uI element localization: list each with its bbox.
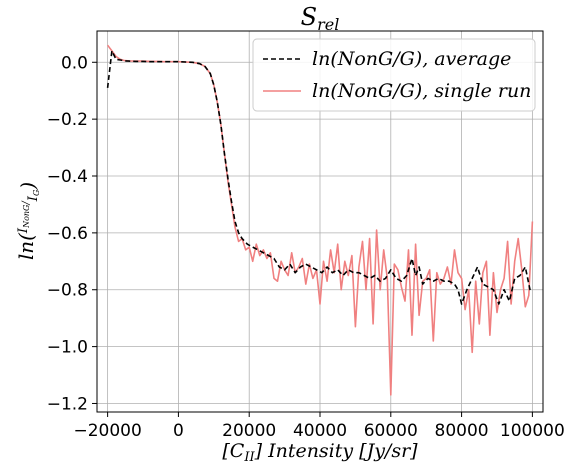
series-line-single-run — [106, 44, 534, 396]
y-tick-label: −0.6 — [47, 224, 88, 244]
y-axis-label-open: ln( — [14, 232, 38, 260]
y-axis-label-den: I — [26, 195, 41, 202]
legend: ln(NonG/G), average ln(NonG/G), single r… — [252, 38, 536, 112]
y-axis-label-num-sub: NonG — [22, 204, 31, 229]
x-tick-label: 0 — [173, 421, 184, 441]
x-ticks: −20000 0 20000 40000 60000 80000 100000 — [73, 412, 564, 441]
x-tick-label: 100000 — [500, 421, 564, 441]
y-axis-label-slash: / — [21, 200, 32, 206]
y-ticks: 0.0 −0.2 −0.4 −0.6 −0.8 −1.0 −1.2 — [47, 53, 97, 414]
y-tick-label: −0.2 — [47, 110, 88, 130]
x-tick-label: 80000 — [435, 421, 489, 441]
y-axis-label: ln(INonG/IG) — [14, 182, 41, 260]
y-tick-label: −1.0 — [47, 338, 88, 358]
x-axis-label-part-1: [C — [222, 440, 244, 462]
legend-box — [252, 38, 536, 112]
x-tick-label: −20000 — [73, 421, 141, 441]
x-axis-label-sub: II — [243, 450, 255, 465]
chart-title-base: S — [301, 3, 317, 31]
series-line-average — [106, 50, 532, 305]
x-tick-label: 40000 — [293, 421, 347, 441]
x-axis-label-part-2: ] Intensity [Jy/sr] — [254, 440, 419, 462]
y-axis-label-num: I — [16, 227, 31, 234]
chart-title: Srel — [301, 3, 340, 34]
y-tick-label: 0.0 — [61, 53, 88, 73]
x-tick-label: 60000 — [364, 421, 418, 441]
y-tick-label: −0.8 — [47, 281, 88, 301]
legend-label-single-run: ln(NonG/G), single run — [312, 80, 531, 102]
x-tick-label: 20000 — [222, 421, 276, 441]
y-axis-label-close: ) — [16, 182, 40, 191]
x-axis-label: [CII] Intensity [Jy/sr] — [222, 440, 418, 465]
chart-title-sub: rel — [317, 15, 339, 34]
legend-label-average: ln(NonG/G), average — [312, 48, 511, 70]
series-layer — [106, 44, 534, 396]
y-axis-label-den-sub: G — [32, 189, 41, 196]
y-tick-label: −0.4 — [47, 167, 88, 187]
y-tick-label: −1.2 — [47, 394, 88, 414]
